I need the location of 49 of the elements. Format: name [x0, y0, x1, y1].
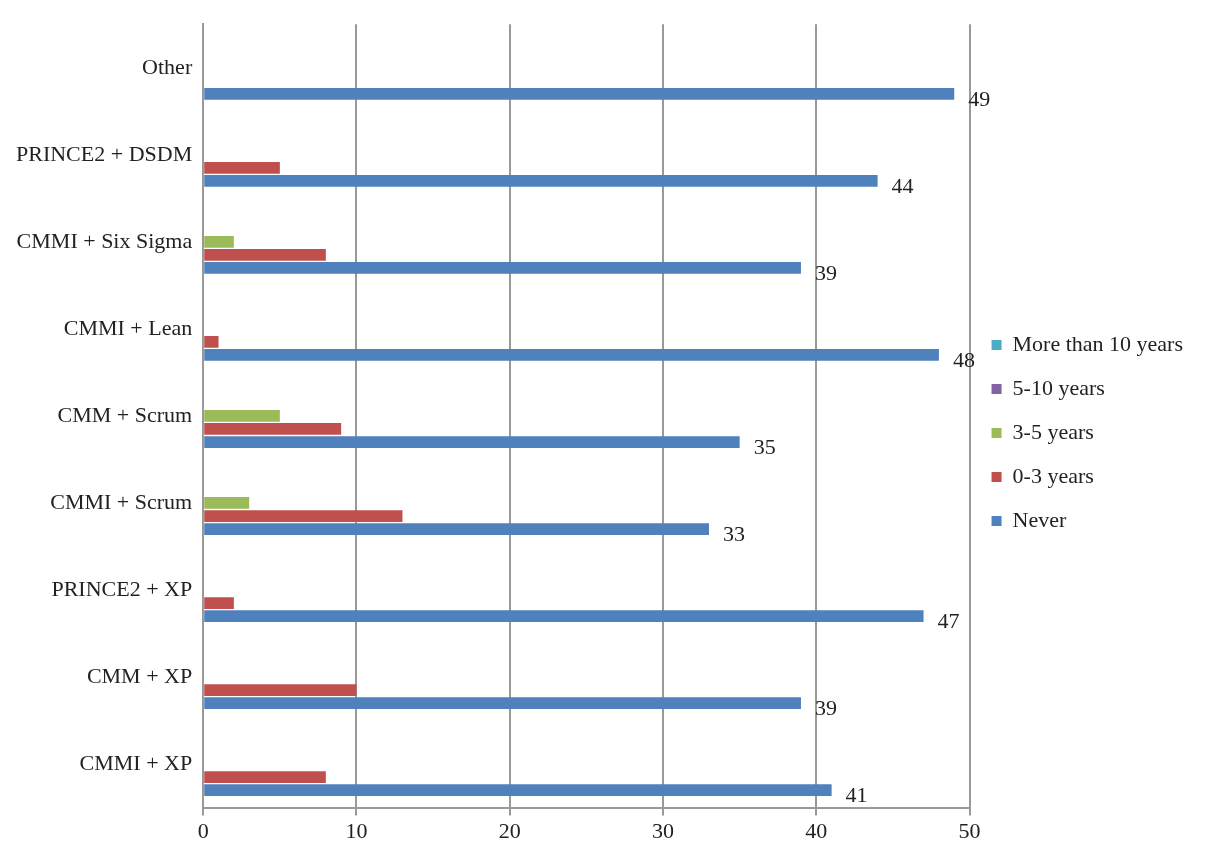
data-label: 49: [968, 85, 991, 111]
data-label: 39: [814, 259, 837, 285]
legend-label: 0-3 years: [1012, 462, 1094, 488]
legend-label: Never: [1012, 506, 1067, 532]
x-tick-label: 40: [805, 817, 828, 843]
bar: [204, 336, 219, 348]
y-tick-label: CMMI + Lean: [63, 314, 193, 340]
data-label: 39: [814, 694, 837, 720]
bar: [204, 410, 280, 422]
bar: [204, 784, 832, 797]
bar: [204, 436, 740, 448]
data-label: 33: [723, 520, 745, 546]
legend-label: 5-10 years: [1012, 374, 1105, 400]
y-tick-label: CMMI + XP: [79, 749, 193, 775]
bar: [204, 423, 342, 435]
legend-label: More than 10 years: [1012, 330, 1184, 356]
bar: [204, 349, 939, 361]
y-tick-label: Other: [142, 53, 193, 79]
bar: [204, 684, 357, 696]
legend-label: 3-5 years: [1012, 418, 1094, 444]
bar: [204, 597, 234, 609]
bar: [204, 771, 326, 784]
x-tick-label: 10: [345, 817, 368, 843]
bar: [204, 497, 250, 509]
data-label: 35: [753, 433, 776, 459]
bar: [204, 610, 924, 622]
bar: [204, 235, 234, 248]
data-label: 41: [845, 781, 868, 807]
bar: [204, 697, 801, 710]
data-label: 47: [937, 607, 960, 633]
bar: [204, 175, 878, 187]
data-label: 44: [891, 172, 914, 198]
y-tick-label: PRINCE2 + DSDM: [16, 140, 193, 166]
x-tick-label: 0: [197, 817, 209, 843]
bar: [204, 161, 280, 174]
x-tick-label: 50: [958, 817, 981, 843]
bar: [204, 510, 403, 522]
bar: [204, 87, 955, 100]
x-tick-label: 30: [652, 817, 675, 843]
y-tick-label: PRINCE2 + XP: [51, 575, 193, 601]
data-label: 48: [952, 346, 975, 372]
bar: [204, 262, 801, 274]
y-tick-label: CMM + Scrum: [57, 401, 193, 427]
y-tick-label: CMMI + Scrum: [50, 488, 193, 514]
x-tick-label: 20: [498, 817, 521, 843]
y-tick-label: CMM + XP: [86, 662, 193, 688]
bar: [204, 523, 709, 535]
y-tick-label: CMMI + Six Sigma: [16, 227, 193, 253]
bar: [204, 248, 326, 261]
